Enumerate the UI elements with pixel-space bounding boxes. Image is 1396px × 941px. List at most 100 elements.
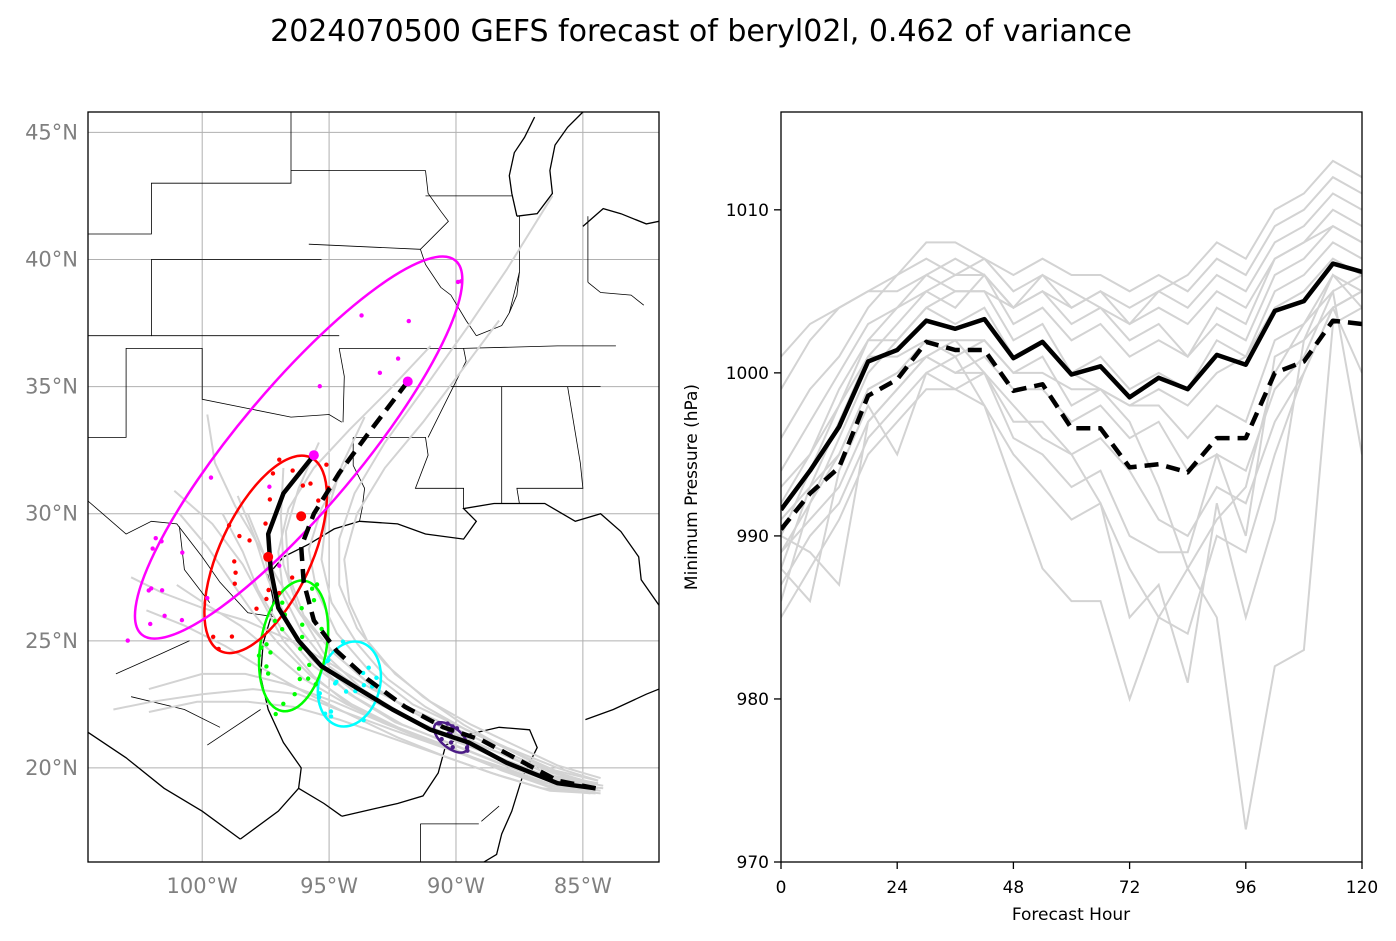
pressure-y-ticks: 970 980 990 1000 1010 (726, 201, 781, 873)
member-position-dot (317, 384, 322, 389)
map-y-tick-label: 30°N (25, 502, 78, 526)
pressure-y-tick-label: 990 (737, 527, 769, 547)
member-position-dot (445, 721, 450, 726)
member-position-dot (272, 618, 278, 624)
member-position-dot (265, 671, 271, 676)
member-position-dot (208, 475, 214, 480)
member-position-dot (454, 726, 460, 731)
member-position-dot (305, 676, 311, 681)
member-position-dot (259, 645, 264, 650)
uncertainty-ellipses (133, 255, 470, 754)
pressure-chart-panel: 0 24 48 72 96 120 970 980 990 1000 1010 Forecast … (682, 111, 1378, 925)
member-position-dot (277, 590, 282, 596)
member-position-dot (307, 662, 312, 668)
member-position-dot (232, 559, 237, 564)
ensemble-track (146, 609, 596, 795)
member-position-dot (273, 711, 278, 717)
member-position-dot (254, 606, 259, 611)
member-position-dot (450, 724, 455, 729)
ensemble-track (178, 513, 596, 792)
coastline (88, 731, 241, 840)
pressure-x-tick-label: 24 (886, 878, 908, 898)
member-position-dot (148, 621, 153, 627)
member-position-dot (326, 657, 331, 663)
state-border (88, 500, 274, 618)
member-position-dot (322, 711, 328, 716)
member-position-dot (439, 736, 444, 742)
state-border (88, 348, 343, 438)
member-position-dot (377, 370, 383, 376)
member-position-dot (153, 535, 158, 541)
member-position-dot (280, 626, 285, 632)
pressure-member-line (781, 290, 1362, 636)
pressure-mean-lines (781, 261, 1362, 531)
member-position-dot (237, 533, 242, 539)
member-position-dot (267, 484, 272, 489)
member-position-dot (281, 701, 286, 707)
pressure-y-tick-label: 1000 (726, 364, 769, 384)
member-position-dot (328, 714, 334, 719)
track-map-panel: 100°W 95°W 90°W 85°W 20°N 25°N 30°N 35°N 40°N 45… (25, 111, 660, 898)
member-position-dot (300, 483, 306, 488)
uncertainty-ellipse (133, 255, 464, 640)
pressure-member-line (781, 192, 1362, 439)
pressure-x-ticks: 0 24 48 72 96 120 (776, 862, 1378, 898)
member-position-dot (361, 718, 366, 723)
member-position-dot (290, 468, 295, 473)
member-position-dot (289, 575, 295, 580)
mean-position-marker (296, 511, 307, 522)
member-position-dot (298, 646, 303, 651)
state-border (476, 216, 520, 337)
member-position-dot (299, 605, 304, 611)
member-position-dot (374, 675, 379, 681)
mean-position-markers (263, 376, 413, 562)
pressure-member-line (781, 208, 1362, 569)
member-position-dot (361, 683, 367, 688)
member-position-dot (300, 622, 305, 627)
map-y-tick-label: 45°N (25, 120, 78, 144)
coastline (516, 112, 584, 217)
map-x-tick-label: 90°W (427, 874, 485, 898)
member-position-dot (247, 538, 252, 543)
state-border (508, 272, 520, 313)
coastline (585, 688, 659, 721)
member-position-dot (343, 689, 349, 694)
coastline-and-borders (88, 112, 659, 862)
member-position-dot (317, 691, 322, 696)
member-position-dot (292, 691, 297, 697)
ensemble-track (206, 414, 599, 785)
coastline (508, 116, 536, 217)
member-position-dot (277, 457, 282, 462)
ensemble-track (307, 462, 599, 782)
member-position-dot (125, 638, 130, 643)
member-position-dot (263, 521, 268, 526)
pressure-mean-solid (781, 261, 1362, 512)
state-border (420, 170, 449, 250)
member-position-dot (159, 539, 164, 544)
member-position-dot (150, 546, 155, 551)
pressure-x-tick-label: 120 (1346, 878, 1378, 898)
pressure-member-line (781, 273, 1362, 683)
pressure-y-tick-label: 980 (737, 690, 769, 710)
member-position-dot (450, 745, 455, 750)
state-border (207, 709, 261, 746)
member-position-dot (264, 642, 269, 647)
coastline (239, 502, 659, 840)
pressure-member-line (781, 273, 1362, 553)
mean-tracks (265, 380, 597, 791)
member-position-dot (406, 318, 411, 324)
map-y-tick-label: 35°N (25, 375, 78, 399)
member-position-dot (297, 676, 303, 682)
member-position-dot (308, 481, 313, 486)
member-position-dot (210, 634, 216, 639)
member-position-dot (448, 740, 454, 745)
state-border (338, 348, 345, 423)
member-position-dot (366, 665, 371, 670)
member-position-dot (395, 356, 401, 361)
member-position-dot (316, 695, 322, 700)
pressure-plot-frame (780, 111, 1363, 863)
pressure-x-axis-label: Forecast Hour (1012, 905, 1130, 925)
member-position-dot (216, 646, 221, 652)
